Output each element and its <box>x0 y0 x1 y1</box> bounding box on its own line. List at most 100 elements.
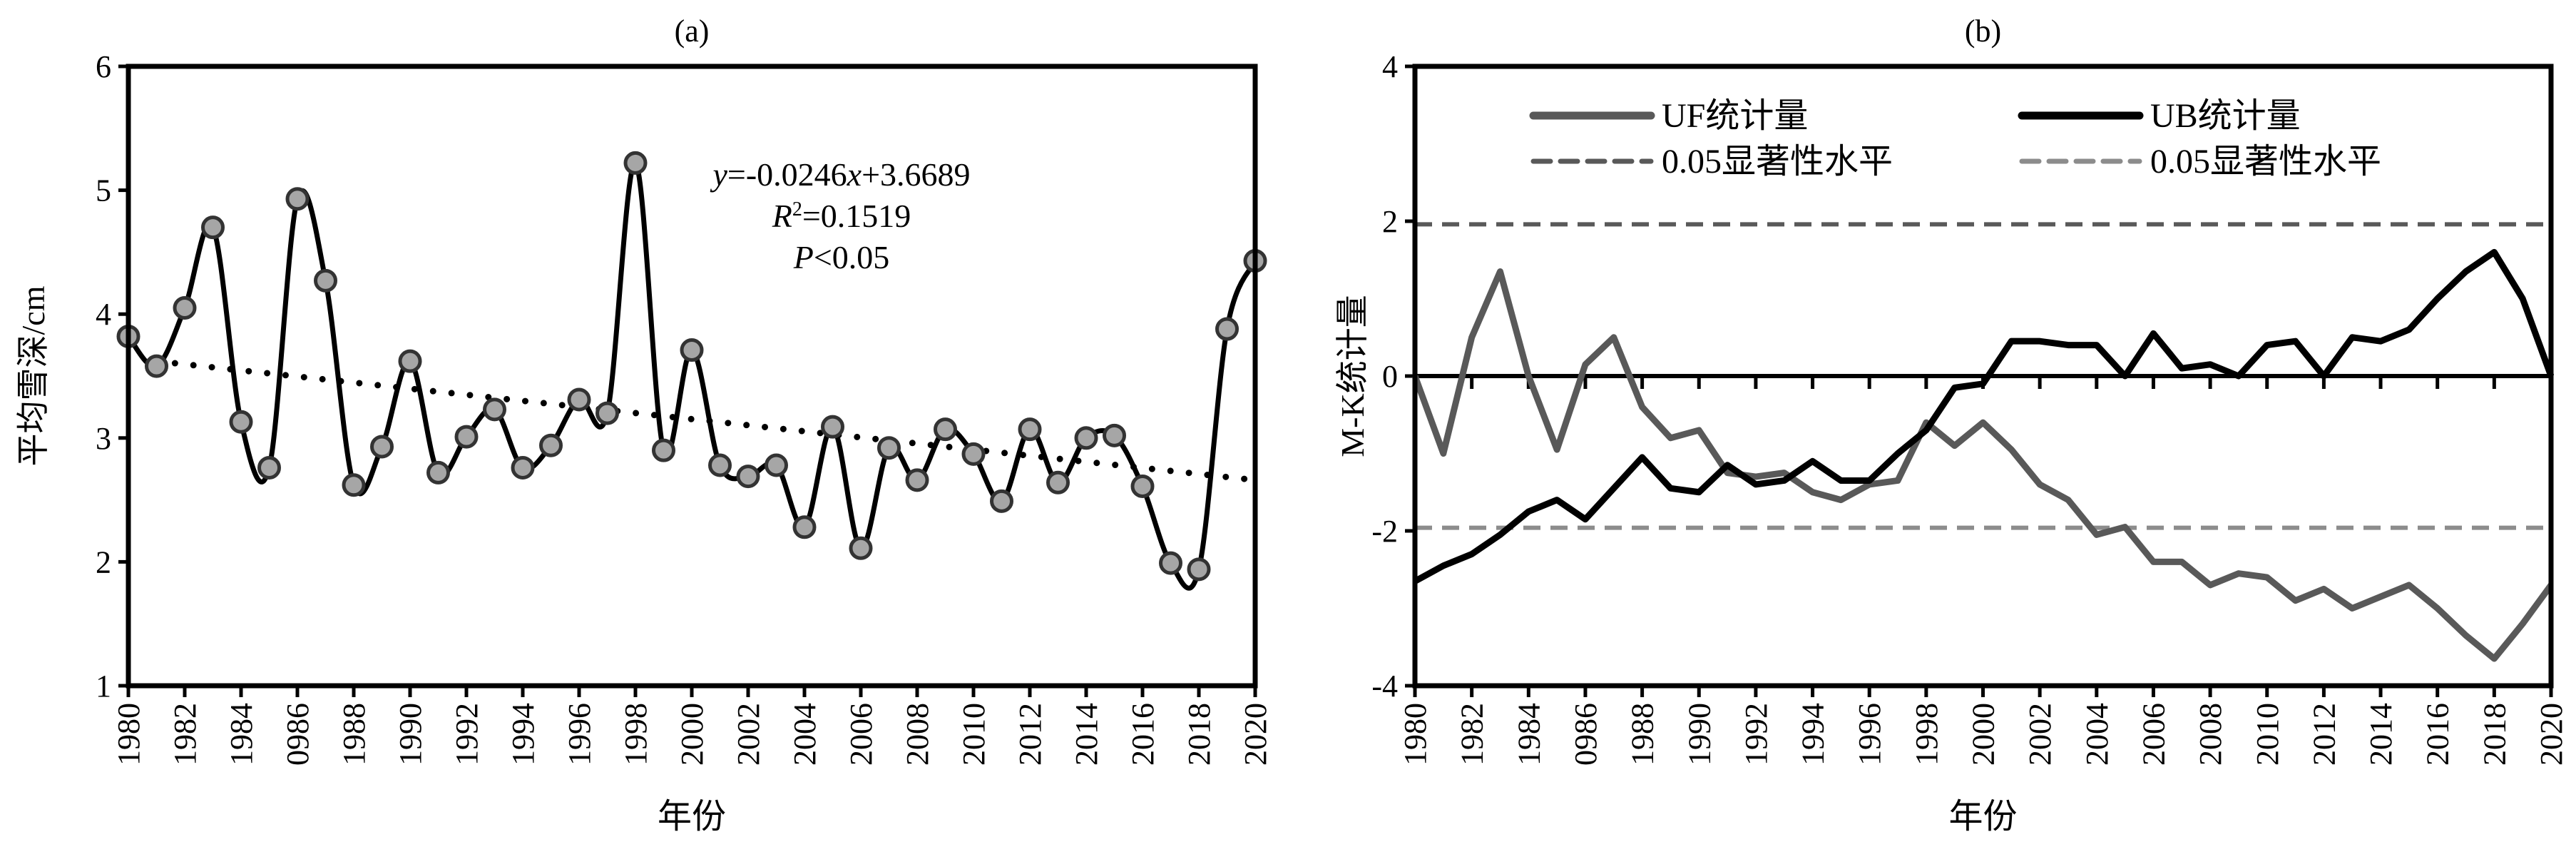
x-tick-label: 2008 <box>2193 703 2228 766</box>
data-point-2011 <box>990 489 1013 513</box>
data-point-2012 <box>1018 417 1042 442</box>
y-axis-label: M-K统计量 <box>1334 295 1371 457</box>
x-tick-label: 2002 <box>731 703 766 766</box>
chart-title: (a) <box>675 14 710 49</box>
x-tick-label: 2018 <box>2477 703 2512 766</box>
plot-frame <box>126 64 1258 689</box>
data-point-2002 <box>736 465 760 489</box>
x-tick-label: 1988 <box>1625 703 1660 766</box>
x-axis-label: 年份 <box>658 798 726 836</box>
x-tick-label: 2010 <box>956 703 991 766</box>
data-point-1996 <box>567 387 591 412</box>
data-point-2010 <box>961 442 986 466</box>
data-point-2009 <box>934 417 957 442</box>
data-point-2007 <box>877 436 901 460</box>
x-tick-label: 2018 <box>1182 703 1217 766</box>
ub-series-line <box>1413 248 2555 584</box>
data-point-2015 <box>1103 423 1126 447</box>
x-tick-label: 1994 <box>506 703 541 766</box>
x-tick-label: 2006 <box>844 703 879 766</box>
data-point-1988 <box>342 473 366 497</box>
x-tick-label: 2002 <box>2023 703 2058 766</box>
panel-a: (a) 1 2 3 4 5 6 1980 1982 1984 0986 1988 1990 1992 199… <box>15 14 1273 836</box>
data-point-1998 <box>623 151 648 175</box>
x-tick-label: 2012 <box>1013 703 1048 766</box>
x-tick-label: 1982 <box>168 703 203 766</box>
data-point-1984 <box>229 410 253 434</box>
data-point-2001 <box>708 453 732 477</box>
y-tick-label: 4 <box>96 297 111 332</box>
x-tick-label: 0986 <box>1568 703 1603 766</box>
x-tick-label: 2020 <box>1238 703 1273 766</box>
data-point-2013 <box>1046 470 1070 494</box>
legend-lower-significance-label: 0.05显著性水平 <box>2150 143 2381 181</box>
x-tick-label: 2014 <box>1069 703 1104 766</box>
legend: UF统计量 UB统计量 0.05显著性水平 0.05显著性水平 <box>1529 97 2381 181</box>
y-tick-label: -4 <box>1371 669 1398 704</box>
data-point-1985 <box>257 455 281 480</box>
x-tick-label: 1984 <box>1511 703 1546 766</box>
x-tick-label: 1992 <box>1739 703 1774 766</box>
x-tick-label: 2000 <box>675 703 710 766</box>
x-tick-label: 1998 <box>618 703 653 766</box>
data-point-2019 <box>1215 317 1239 341</box>
r-squared: R2=0.1519 <box>772 198 911 234</box>
x-tick-label: 1996 <box>1852 703 1887 766</box>
data-point-1981 <box>145 354 168 378</box>
x-tick-label: 1996 <box>562 703 597 766</box>
data-point-1993 <box>483 397 506 422</box>
x-tick-label: 2004 <box>2080 703 2115 766</box>
data-point-1997 <box>596 401 619 425</box>
x-tick-label: 1990 <box>393 703 428 766</box>
data-point-1991 <box>426 460 450 485</box>
data-point-2016 <box>1130 475 1155 499</box>
data-point-1999 <box>652 438 675 462</box>
x-tick-label: 1994 <box>1796 703 1831 766</box>
data-point-2018 <box>1187 557 1211 582</box>
x-tick-label: 2020 <box>2534 703 2569 766</box>
y-tick-label: -2 <box>1371 514 1398 549</box>
y-tick-label: 2 <box>1382 204 1398 239</box>
x-axis-label: 年份 <box>1948 798 2017 836</box>
uf-series-line <box>1411 268 2554 662</box>
x-tick-label: 1990 <box>1682 703 1717 766</box>
x-tick-label: 2000 <box>1966 703 2001 766</box>
data-point-1982 <box>173 296 197 320</box>
x-tick-label: 2012 <box>2306 703 2341 766</box>
data-point-1994 <box>511 455 535 480</box>
y-tick-label: 1 <box>96 669 111 704</box>
x-tick-label: 1982 <box>1455 703 1490 766</box>
x-tick-label: 1980 <box>1398 703 1433 766</box>
x-tick-label: 2014 <box>2363 703 2398 766</box>
y-tick-label: 3 <box>96 421 111 456</box>
y-tick-label: 5 <box>96 173 111 208</box>
x-tick-label: 1984 <box>224 703 259 766</box>
y-axis-label: 平均雪深/cm <box>15 285 51 466</box>
x-tick-label: 1988 <box>337 703 372 766</box>
data-point-2014 <box>1074 426 1098 450</box>
x-tick-label: 1980 <box>111 703 146 766</box>
data-point-1992 <box>454 425 479 449</box>
snow-depth-line <box>126 160 1258 591</box>
data-point-2006 <box>849 536 873 560</box>
data-point-2017 <box>1159 551 1182 575</box>
data-point-2004 <box>792 515 817 539</box>
x-tick-label: 1992 <box>449 703 484 766</box>
data-point-1995 <box>539 433 563 457</box>
x-tick-label: 2010 <box>2250 703 2285 766</box>
legend-upper-significance-label: 0.05显著性水平 <box>1662 143 1893 181</box>
x-tick-label: 0986 <box>280 703 315 766</box>
y-tick-label: 2 <box>96 544 111 579</box>
legend-ub-label: UB统计量 <box>2150 97 2301 135</box>
y-tick-label: 6 <box>96 49 111 84</box>
x-tick-label: 2004 <box>787 703 822 766</box>
x-tick-label: 2006 <box>2136 703 2171 766</box>
p-value: P<0.05 <box>793 239 890 275</box>
x-tick-label: 2016 <box>2421 703 2455 766</box>
data-point-1986 <box>285 187 310 211</box>
trendline <box>153 357 1259 484</box>
data-point-1983 <box>201 215 225 240</box>
data-point-1989 <box>370 435 394 459</box>
data-point-2008 <box>905 468 929 492</box>
data-point-1987 <box>314 268 337 293</box>
